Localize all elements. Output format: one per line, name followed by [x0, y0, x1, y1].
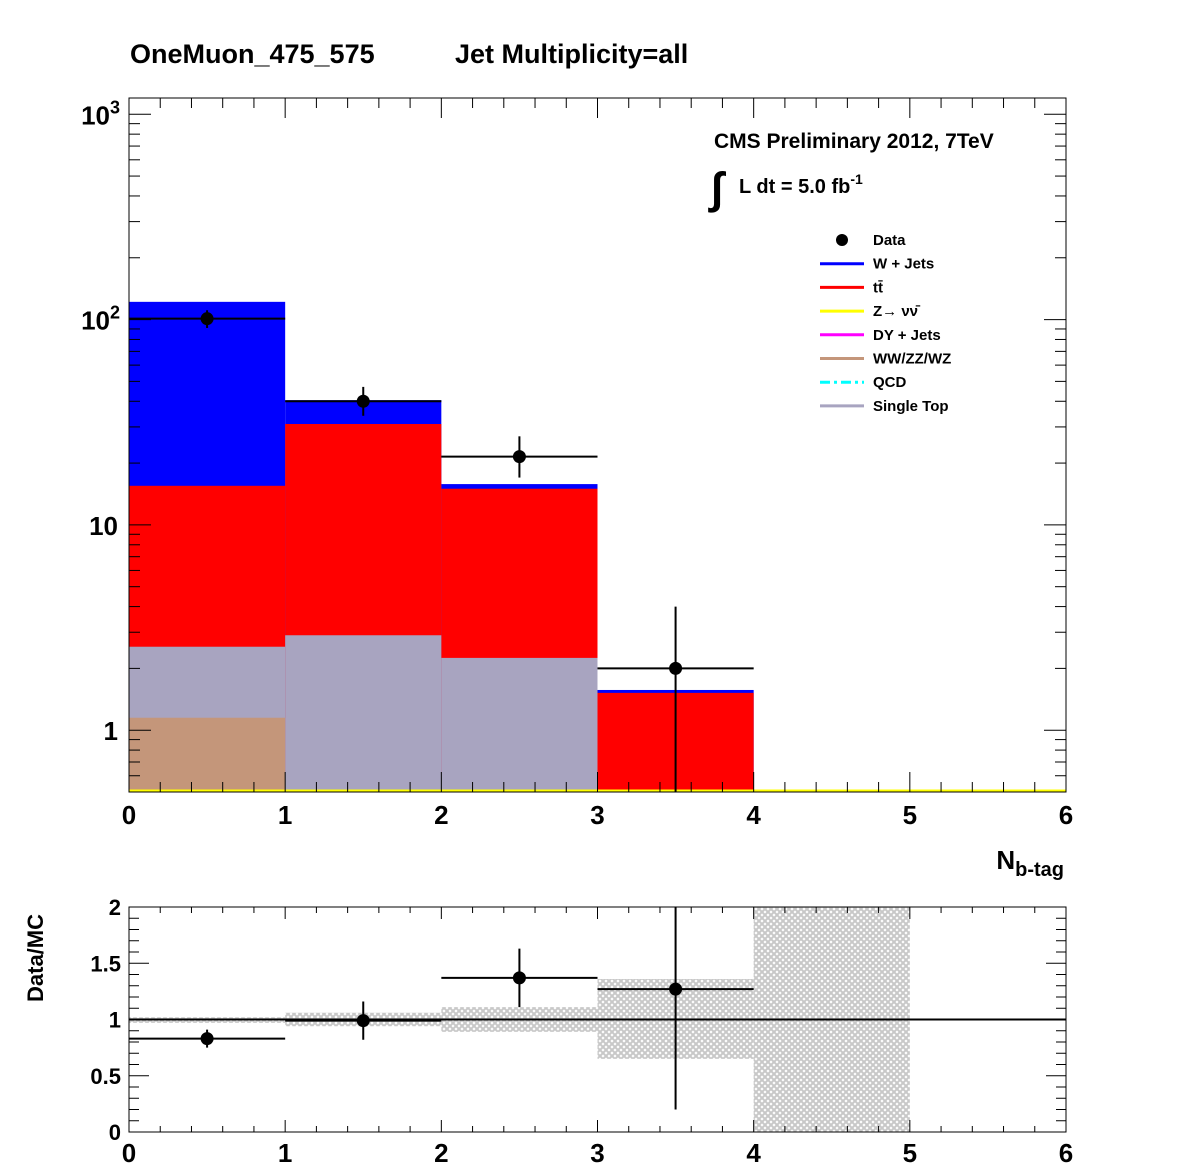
- ratio-x-tick-label: 1: [278, 1138, 292, 1168]
- legend-label-wjets: W + Jets: [873, 256, 934, 273]
- x-tick-label: 6: [1059, 800, 1073, 830]
- ratio-point: [512, 971, 526, 985]
- ratio-x-tick-label: 4: [746, 1138, 761, 1168]
- data-point: [356, 394, 370, 408]
- ratio-point: [669, 982, 683, 996]
- experiment-label: CMS Preliminary 2012, 7TeV: [714, 130, 994, 153]
- ratio-y-tick-label: 0: [109, 1120, 121, 1145]
- ratio-x-tick-label: 2: [434, 1138, 448, 1168]
- legend: Data W + Jets tt̄ Z→ νν̄ DY + Jets WW/ZZ/WZ QC…: [820, 232, 951, 415]
- ratio-x-tick-label: 3: [590, 1138, 604, 1168]
- legend-marker-data: [836, 234, 848, 246]
- luminosity-value: L dt = 5.0 fb: [739, 176, 850, 198]
- ratio-x-tick-label: 5: [903, 1138, 917, 1168]
- x-tick-label: 0: [122, 800, 136, 830]
- ratio-point: [356, 1014, 370, 1028]
- ratio-panel: 0 1 2 3 4 5 6 0 0.5 1 1.5 2 Data/MC: [23, 895, 1073, 1168]
- legend-label-ttbar: tt̄: [873, 279, 883, 296]
- legend-label-singletop: Single Top: [873, 398, 949, 415]
- ratio-y-axis-label: Data/MC: [23, 914, 48, 1002]
- data-point: [512, 450, 526, 464]
- x-tick-label: 3: [590, 800, 604, 830]
- legend-label-data: Data: [873, 232, 906, 249]
- plot-title-multiplicity: Jet Multiplicity=all: [455, 39, 688, 69]
- stack-bar-single-top: [441, 657, 598, 792]
- legend-label-dy: DY + Jets: [873, 327, 941, 344]
- plot-title-selection: OneMuon_475_575: [130, 39, 375, 69]
- y-tick-label: 102: [81, 303, 120, 336]
- legend-label-qcd: QCD: [873, 374, 907, 391]
- luminosity-exponent: -1: [850, 171, 863, 187]
- ratio-point: [200, 1032, 214, 1046]
- stack-bar-single-top: [285, 635, 442, 792]
- y-tick-label: 1: [104, 716, 118, 746]
- ratio-y-tick-label: 1.5: [90, 951, 121, 976]
- x-tick-label: 2: [434, 800, 448, 830]
- x-tick-label: 1: [278, 800, 292, 830]
- ratio-x-tick-label: 6: [1059, 1138, 1073, 1168]
- ratio-y-tick-label: 0.5: [90, 1064, 121, 1089]
- data-point: [669, 661, 683, 675]
- main-histogram-panel: 0 1 2 3 4 5 6 1 10 102 103 Nb-tag: [81, 97, 1073, 881]
- ratio-x-tick-label: 0: [122, 1138, 136, 1168]
- y-tick-label: 103: [81, 97, 120, 130]
- x-tick-label: 5: [903, 800, 917, 830]
- legend-label-diboson: WW/ZZ/WZ: [873, 351, 951, 368]
- integral-sign: ∫: [708, 164, 727, 213]
- x-axis-label: Nb-tag: [996, 845, 1064, 881]
- ratio-y-tick-label: 1: [109, 1008, 121, 1033]
- data-point: [200, 312, 214, 326]
- stack-bar-ww-zz-wz: [129, 717, 286, 792]
- legend-label-znunu: Z→ νν̄: [873, 303, 921, 320]
- luminosity-label: L dt = 5.0 fb-1: [739, 171, 863, 198]
- ratio-y-tick-label: 2: [109, 895, 121, 920]
- x-tick-label: 4: [746, 800, 761, 830]
- y-tick-label: 10: [89, 511, 118, 541]
